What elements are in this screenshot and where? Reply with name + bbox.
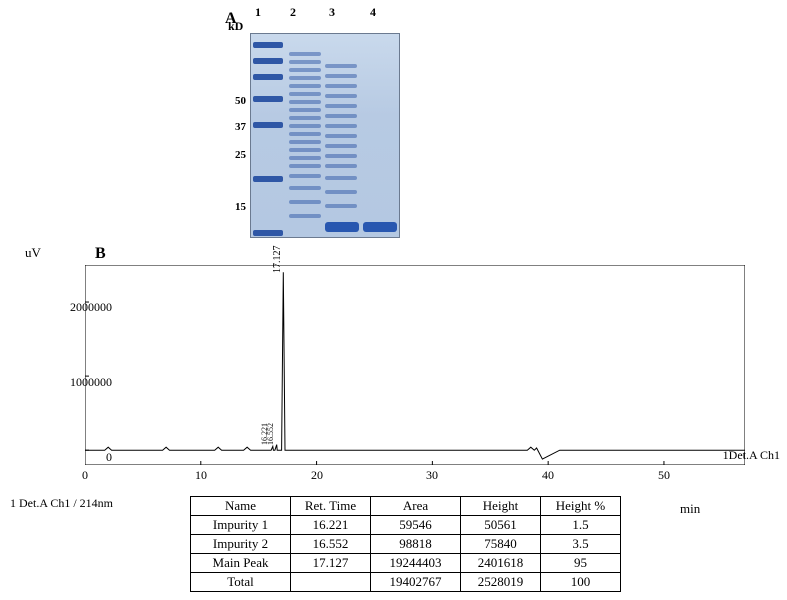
table-row: Impurity 216.55298818758403.5 [191, 535, 621, 554]
chromatogram-panel: uV 0 1000000 2000000 0 10 20 30 40 50 17… [5, 240, 780, 500]
y-tick-1m: 1000000 [42, 375, 112, 390]
table-row: Main Peak17.12719244403240161895 [191, 554, 621, 573]
table-row: Total194027672528019100 [191, 573, 621, 592]
mw-label-37: 37 [228, 121, 246, 133]
x-tick-10: 10 [186, 468, 216, 483]
detector-label: 1 Det.A Ch1 / 214nm [10, 496, 113, 511]
peak-label-minor2: 16.552 [266, 423, 275, 445]
kd-label: kD [228, 19, 243, 34]
chromatogram-plot [85, 265, 745, 465]
table-row: Impurity 116.22159546505611.5 [191, 516, 621, 535]
table-header: Height % [541, 497, 621, 516]
y-axis-unit: uV [25, 245, 41, 261]
mw-label-15: 15 [228, 201, 246, 213]
table-header: Area [371, 497, 461, 516]
peak-table: NameRet. TimeAreaHeightHeight %Impurity … [190, 496, 621, 592]
table-header: Name [191, 497, 291, 516]
x-tick-20: 20 [302, 468, 332, 483]
trace-label: 1Det.A Ch1 [723, 448, 780, 463]
peak-label-main: 17.127 [272, 246, 283, 274]
y-tick-0: 0 [42, 450, 112, 465]
table-header: Ret. Time [291, 497, 371, 516]
lane-number-4: 4 [370, 5, 376, 20]
x-tick-0: 0 [70, 468, 100, 483]
lane-number-1: 1 [255, 5, 261, 20]
x-axis-unit: min [680, 501, 700, 517]
mw-label-50: 50 [228, 95, 246, 107]
mw-label-25: 25 [228, 149, 246, 161]
gel-panel: kD 1 2 3 4 50 37 25 15 [230, 5, 430, 245]
x-tick-30: 30 [417, 468, 447, 483]
x-tick-40: 40 [533, 468, 563, 483]
x-tick-50: 50 [649, 468, 679, 483]
gel-image [250, 33, 400, 238]
lane-number-3: 3 [329, 5, 335, 20]
lane-number-2: 2 [290, 5, 296, 20]
table-header: Height [461, 497, 541, 516]
y-tick-2m: 2000000 [42, 300, 112, 315]
